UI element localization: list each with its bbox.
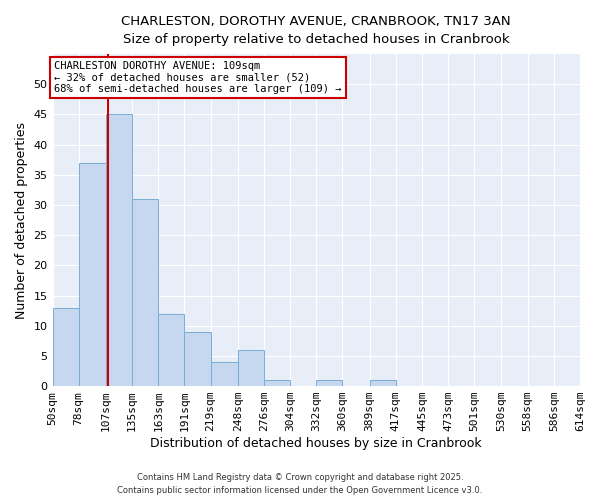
Text: Contains HM Land Registry data © Crown copyright and database right 2025.
Contai: Contains HM Land Registry data © Crown c… — [118, 474, 482, 495]
Bar — [53, 308, 79, 386]
Bar — [370, 380, 396, 386]
Bar — [158, 314, 184, 386]
X-axis label: Distribution of detached houses by size in Cranbrook: Distribution of detached houses by size … — [151, 437, 482, 450]
Bar — [238, 350, 264, 386]
Bar — [184, 332, 211, 386]
Bar — [264, 380, 290, 386]
Bar — [132, 199, 158, 386]
Text: CHARLESTON DOROTHY AVENUE: 109sqm
← 32% of detached houses are smaller (52)
68% : CHARLESTON DOROTHY AVENUE: 109sqm ← 32% … — [55, 61, 342, 94]
Bar — [106, 114, 132, 386]
Title: CHARLESTON, DOROTHY AVENUE, CRANBROOK, TN17 3AN
Size of property relative to det: CHARLESTON, DOROTHY AVENUE, CRANBROOK, T… — [121, 15, 511, 46]
Y-axis label: Number of detached properties: Number of detached properties — [15, 122, 28, 318]
Bar — [79, 163, 106, 386]
Bar — [316, 380, 343, 386]
Bar — [211, 362, 238, 386]
